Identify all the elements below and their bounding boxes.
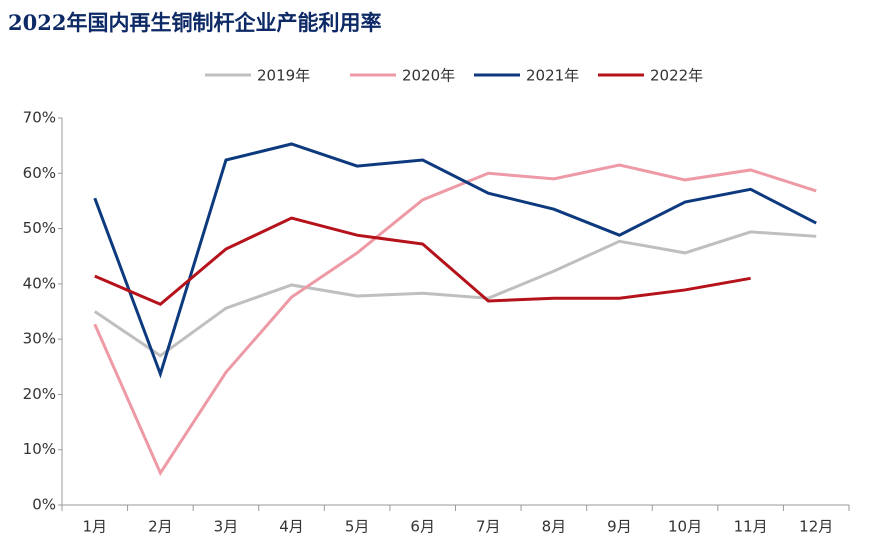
y-tick-label: 0% <box>32 496 56 514</box>
series-line <box>94 216 751 307</box>
x-tick-label: 7月 <box>476 518 501 536</box>
x-tick-label: 4月 <box>279 518 304 536</box>
series-line <box>93 230 817 358</box>
y-tick-label: 20% <box>23 385 56 403</box>
x-tick-label: 3月 <box>214 518 239 536</box>
series-line <box>93 142 817 379</box>
x-tick-label: 8月 <box>542 518 567 536</box>
legend-label: 2022年 <box>650 67 703 85</box>
chart-title: 2022年国内再生铜制杆企业产能利用率 <box>8 10 381 35</box>
x-tick-label: 11月 <box>734 518 768 536</box>
y-tick-label: 70% <box>23 109 56 127</box>
x-tick-label: 2月 <box>148 518 173 536</box>
x-tick-label: 1月 <box>83 518 108 536</box>
x-tick-label: 6月 <box>410 518 435 536</box>
x-tick-label: 9月 <box>607 518 632 536</box>
x-tick-label: 5月 <box>345 518 370 536</box>
y-tick-label: 40% <box>23 274 56 292</box>
legend-label: 2019年 <box>257 67 310 85</box>
legend-label: 2021年 <box>526 67 579 85</box>
y-tick-label: 10% <box>23 440 56 458</box>
y-tick-label: 60% <box>23 164 56 182</box>
legend-label: 2020年 <box>402 67 455 85</box>
y-tick-label: 50% <box>23 219 56 237</box>
x-tick-label: 12月 <box>799 518 833 536</box>
series-line <box>93 163 817 477</box>
x-tick-label: 10月 <box>668 518 702 536</box>
y-tick-label: 30% <box>23 330 56 348</box>
